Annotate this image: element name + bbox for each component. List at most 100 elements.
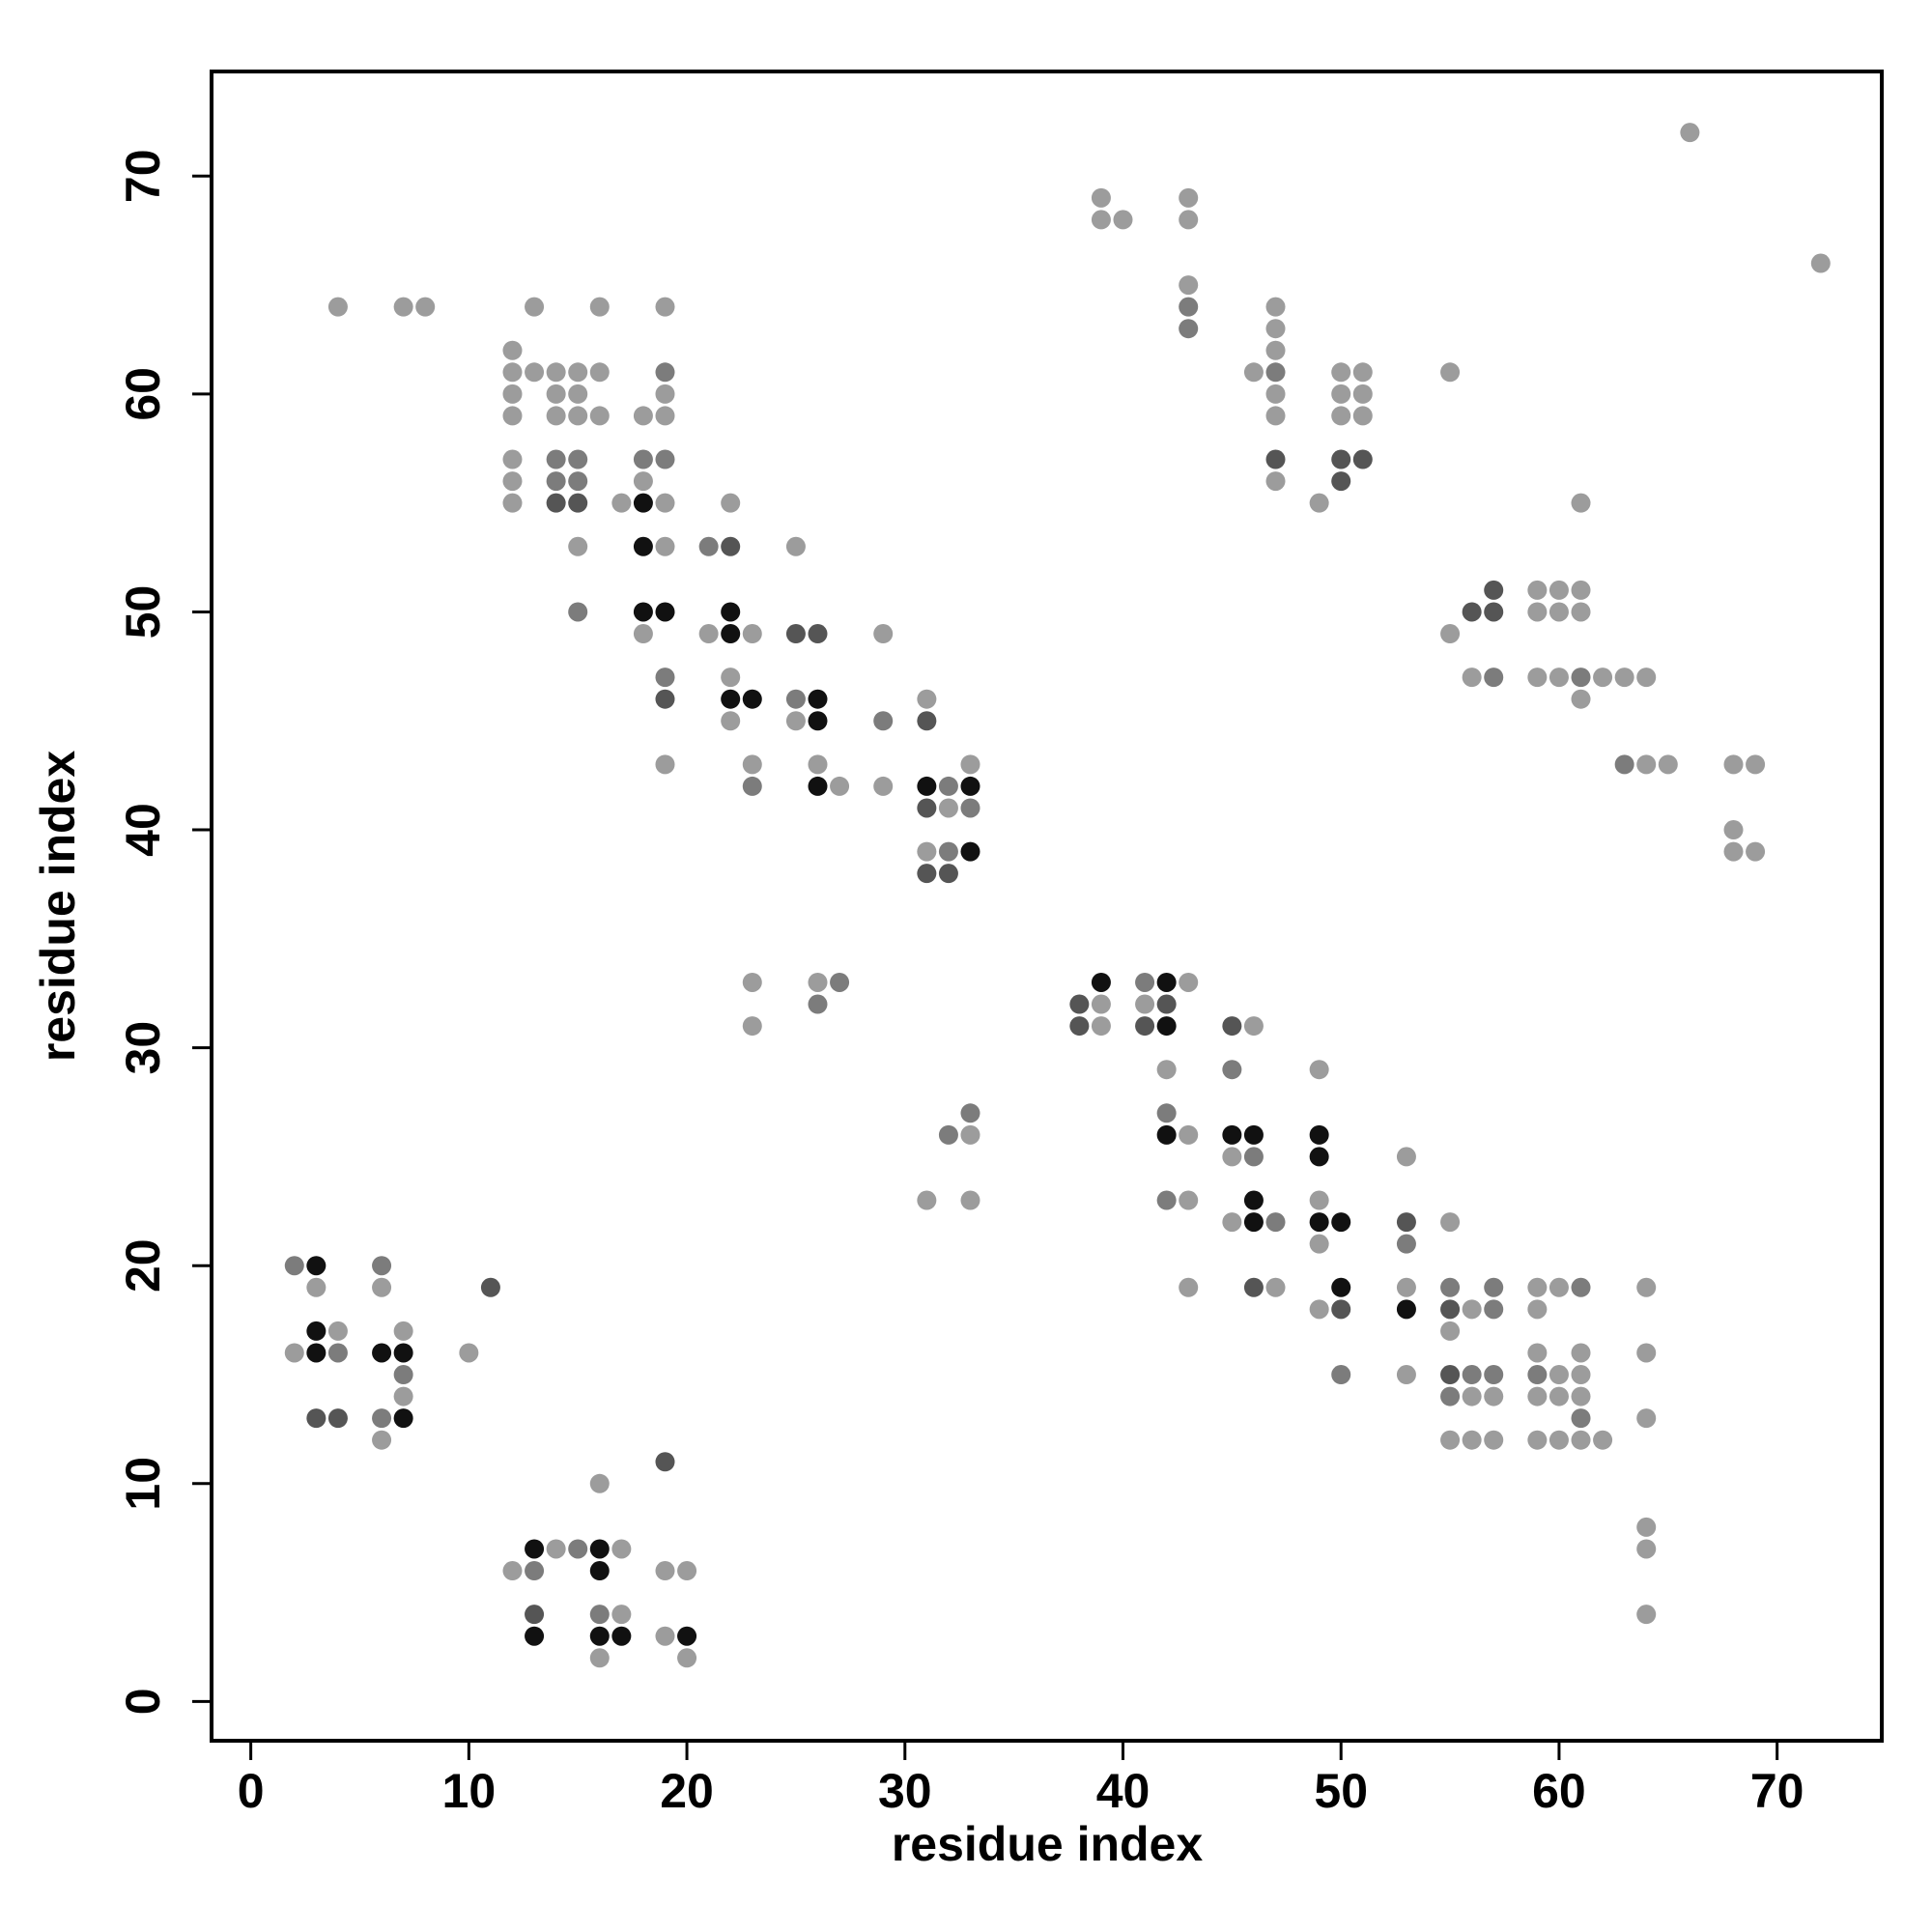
point bbox=[372, 1343, 392, 1363]
point bbox=[415, 297, 436, 317]
y-tick-label: 60 bbox=[116, 367, 170, 421]
point bbox=[1331, 362, 1351, 383]
point bbox=[568, 384, 588, 404]
point bbox=[1156, 1016, 1177, 1037]
point bbox=[589, 406, 610, 426]
point bbox=[917, 711, 937, 731]
point bbox=[1179, 1190, 1199, 1210]
point bbox=[1548, 602, 1569, 622]
y-tick-label: 20 bbox=[116, 1238, 170, 1293]
point bbox=[655, 536, 675, 556]
point bbox=[1636, 668, 1657, 688]
point bbox=[1156, 1060, 1177, 1080]
y-axis-label: residue index bbox=[31, 751, 85, 1063]
point bbox=[1309, 1190, 1329, 1210]
point bbox=[393, 1386, 413, 1406]
point bbox=[1156, 1124, 1177, 1145]
point bbox=[1069, 1016, 1090, 1037]
point bbox=[1243, 1190, 1264, 1210]
point bbox=[1484, 668, 1504, 688]
point bbox=[655, 297, 675, 317]
point bbox=[655, 1452, 675, 1472]
point bbox=[589, 362, 610, 383]
point bbox=[372, 1408, 392, 1429]
point bbox=[633, 449, 653, 469]
point bbox=[1331, 1299, 1351, 1320]
point bbox=[808, 689, 828, 709]
point bbox=[1352, 406, 1373, 426]
point bbox=[1484, 1430, 1504, 1450]
point bbox=[1571, 493, 1591, 513]
point bbox=[742, 624, 762, 644]
point bbox=[938, 776, 958, 796]
point bbox=[1331, 449, 1351, 469]
point bbox=[1527, 602, 1548, 622]
point bbox=[611, 1626, 632, 1646]
point bbox=[1309, 1147, 1329, 1167]
point bbox=[525, 1626, 545, 1646]
point bbox=[1680, 123, 1700, 143]
point bbox=[568, 471, 588, 492]
point bbox=[306, 1256, 327, 1276]
point bbox=[502, 449, 523, 469]
point bbox=[1571, 668, 1591, 688]
point bbox=[1440, 1321, 1461, 1341]
point bbox=[611, 493, 632, 513]
point bbox=[284, 1343, 304, 1363]
point bbox=[1331, 1277, 1351, 1297]
point bbox=[917, 864, 937, 884]
x-tick-label: 0 bbox=[238, 1764, 265, 1818]
point bbox=[1593, 668, 1613, 688]
point bbox=[1265, 384, 1286, 404]
point bbox=[327, 297, 348, 317]
point bbox=[1265, 471, 1286, 492]
point bbox=[1156, 1190, 1177, 1210]
point bbox=[1352, 449, 1373, 469]
point bbox=[742, 776, 762, 796]
point bbox=[1658, 754, 1678, 775]
point bbox=[1396, 1147, 1416, 1167]
point bbox=[502, 1561, 523, 1581]
point bbox=[1265, 449, 1286, 469]
point bbox=[1746, 754, 1766, 775]
point bbox=[655, 406, 675, 426]
x-tick-label: 50 bbox=[1314, 1764, 1368, 1818]
point bbox=[633, 493, 653, 513]
point bbox=[1222, 1124, 1242, 1145]
point bbox=[1440, 1365, 1461, 1385]
point bbox=[1396, 1365, 1416, 1385]
point bbox=[1331, 1212, 1351, 1233]
point bbox=[502, 406, 523, 426]
point bbox=[1179, 972, 1199, 992]
point bbox=[655, 602, 675, 622]
point bbox=[546, 449, 566, 469]
point bbox=[1331, 471, 1351, 492]
point bbox=[306, 1343, 327, 1363]
point bbox=[1484, 1386, 1504, 1406]
point bbox=[785, 624, 806, 644]
point bbox=[1527, 580, 1548, 600]
point bbox=[611, 1539, 632, 1559]
point bbox=[1462, 602, 1482, 622]
point bbox=[1571, 1277, 1591, 1297]
point bbox=[1156, 972, 1177, 992]
point bbox=[1571, 1365, 1591, 1385]
point bbox=[1331, 406, 1351, 426]
point bbox=[546, 493, 566, 513]
point bbox=[1723, 754, 1744, 775]
point bbox=[1440, 1277, 1461, 1297]
point bbox=[1179, 319, 1199, 339]
y-tick-label: 70 bbox=[116, 149, 170, 203]
point bbox=[393, 1321, 413, 1341]
point bbox=[830, 972, 850, 992]
point bbox=[655, 362, 675, 383]
point bbox=[938, 841, 958, 862]
point bbox=[393, 297, 413, 317]
point bbox=[502, 384, 523, 404]
point bbox=[1135, 994, 1155, 1014]
point bbox=[393, 1408, 413, 1429]
point bbox=[1179, 297, 1199, 317]
point bbox=[721, 493, 741, 513]
point bbox=[1243, 1147, 1264, 1167]
